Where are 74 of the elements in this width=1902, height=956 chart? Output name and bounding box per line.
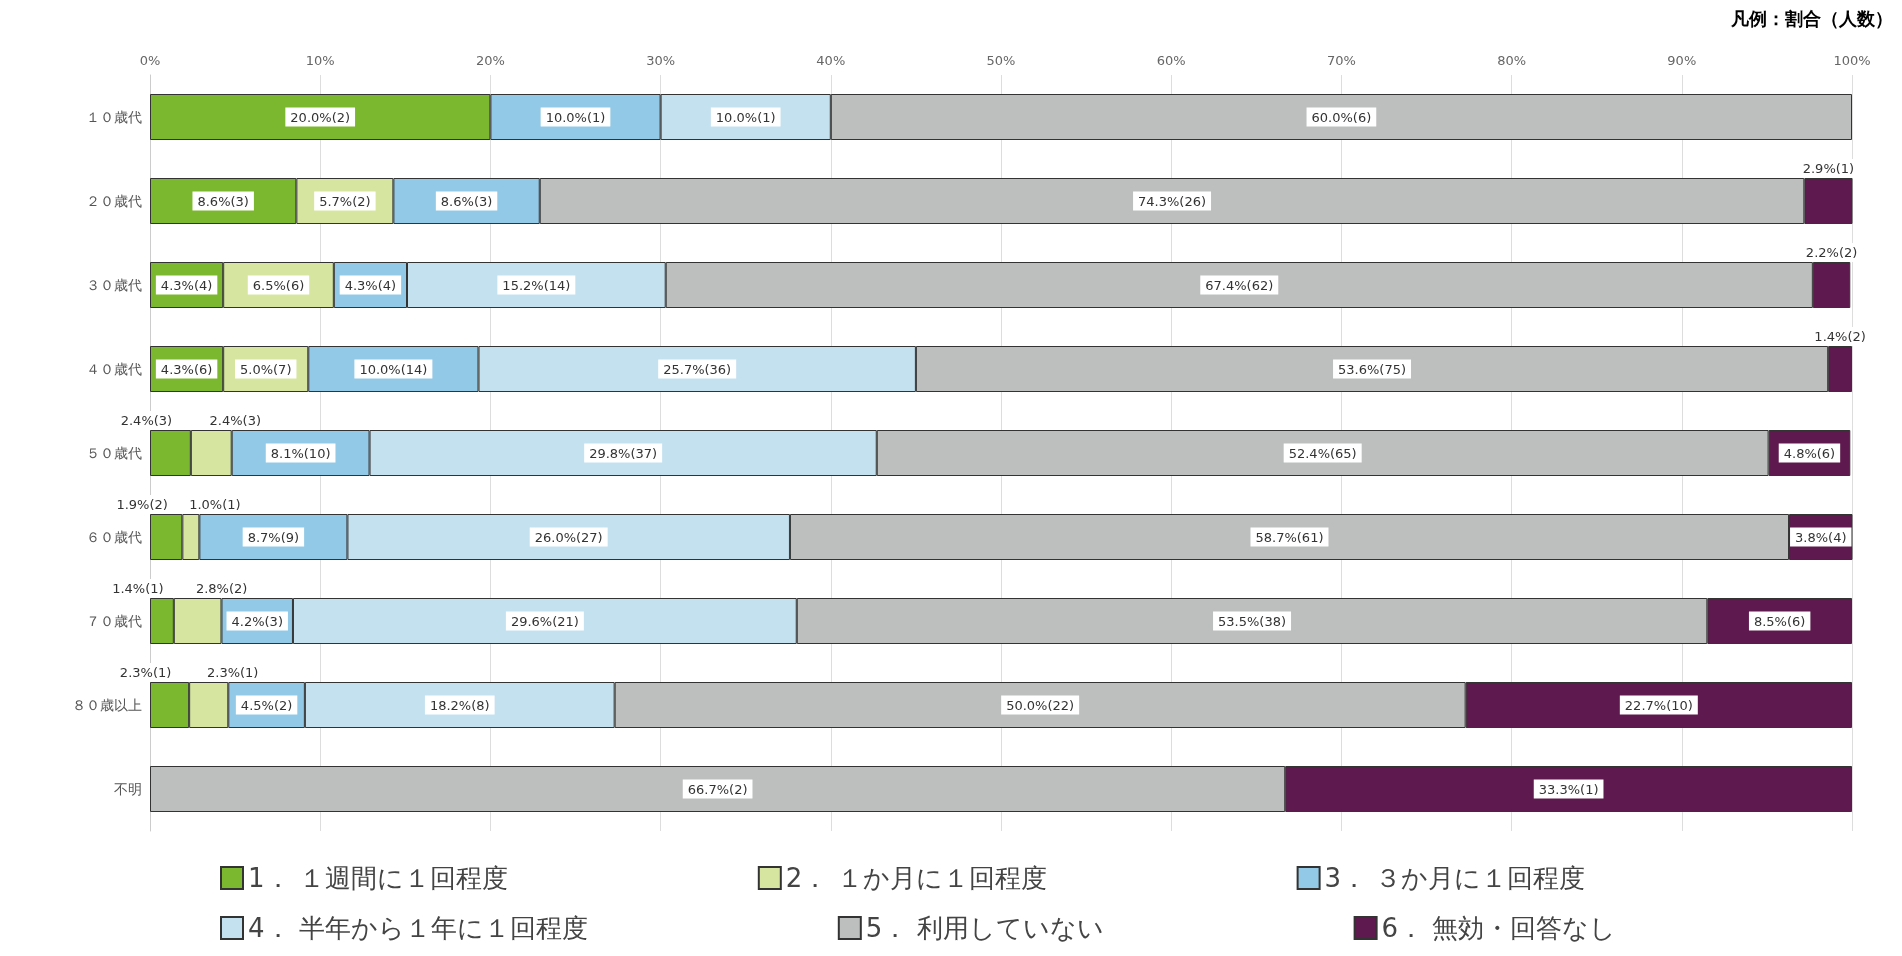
data-label: 6.5%(6): [252, 277, 305, 293]
data-label: 2.3%(1): [119, 665, 172, 680]
data-label: 1.0%(1): [189, 497, 241, 512]
y-tick-label: ５０歳代: [86, 445, 142, 461]
data-label: 53.6%(75): [1338, 361, 1407, 377]
legend-label: 6． 無効・回答なし: [1381, 913, 1617, 943]
data-label: 25.7%(36): [663, 361, 732, 377]
data-label: 53.5%(38): [1218, 613, 1287, 629]
x-tick-label: 90%: [1667, 53, 1697, 68]
data-label: 52.4%(65): [1288, 445, 1357, 461]
data-label: 29.6%(21): [510, 613, 579, 629]
data-label: 2.2%(2): [1805, 245, 1858, 260]
data-label: 10.0%(1): [545, 109, 606, 125]
data-label: 10.0%(14): [359, 361, 428, 377]
data-label: 4.8%(6): [1783, 445, 1836, 461]
x-tick-label: 30%: [646, 53, 676, 68]
data-label: 2.3%(1): [206, 665, 259, 680]
legend-label: 2． １か月に１回程度: [785, 863, 1047, 893]
data-label: 20.0%(2): [290, 109, 351, 125]
data-label: 58.7%(61): [1255, 529, 1324, 545]
y-tick-label: ８０歳以上: [72, 697, 142, 713]
legend-label: 5． 利用していない: [865, 913, 1104, 943]
data-label: 1.4%(2): [1814, 329, 1866, 344]
data-label: 5.0%(7): [240, 361, 292, 377]
legend-label: 4． 半年から１年に１回程度: [248, 913, 588, 943]
data-label: 29.8%(37): [589, 445, 658, 461]
data-label: 10.0%(1): [715, 109, 776, 125]
data-label: 8.7%(9): [247, 529, 300, 545]
x-tick-label: 40%: [816, 53, 846, 68]
data-label: 67.4%(62): [1205, 277, 1274, 293]
data-label: 2.4%(3): [209, 413, 261, 428]
y-tick-label: ２０歳代: [86, 193, 142, 209]
data-label: 8.6%(3): [197, 193, 249, 209]
data-label: 4.3%(4): [160, 277, 213, 293]
data-label: 33.3%(1): [1538, 781, 1599, 797]
data-label: 2.9%(1): [1802, 161, 1855, 176]
data-label: 60.0%(6): [1311, 109, 1372, 125]
data-label: 8.5%(6): [1753, 613, 1806, 629]
y-tick-label: ６０歳代: [86, 529, 142, 545]
x-tick-label: 80%: [1497, 53, 1527, 68]
data-label: 4.3%(4): [344, 277, 397, 293]
data-label: 50.0%(22): [1006, 697, 1075, 713]
y-tick-label: １０歳代: [86, 109, 142, 125]
data-label: 1.9%(2): [116, 497, 168, 512]
y-tick-label: ７０歳代: [86, 613, 142, 629]
data-label: 4.2%(3): [231, 613, 283, 629]
x-tick-label: 50%: [986, 53, 1016, 68]
data-label: 1.4%(1): [112, 581, 164, 596]
data-label: 5.7%(2): [319, 193, 371, 209]
x-tick-label: 20%: [475, 53, 505, 68]
data-label: 22.7%(10): [1624, 697, 1693, 713]
y-tick-label: ３０歳代: [86, 277, 142, 293]
x-tick-label: 10%: [305, 53, 335, 68]
data-label: 2.8%(2): [195, 581, 248, 596]
data-label: 2.4%(3): [120, 413, 173, 428]
x-tick-label: 60%: [1156, 53, 1186, 68]
text: 凡例：割合（人数）: [1730, 7, 1893, 29]
data-label: 66.7%(2): [687, 781, 748, 797]
data-label: 74.3%(26): [1138, 193, 1207, 209]
data-label: 3.8%(4): [1795, 529, 1847, 545]
data-label: 4.5%(2): [240, 697, 293, 713]
legend-label: 3． ３か月に１回程度: [1324, 863, 1586, 893]
data-label: 26.0%(27): [534, 529, 603, 545]
x-tick-label: 100%: [1833, 53, 1871, 68]
data-label: 8.6%(3): [440, 193, 493, 209]
y-tick-label: 不明: [114, 781, 142, 797]
data-label: 4.3%(6): [160, 361, 213, 377]
data-label: 18.2%(8): [429, 697, 490, 713]
x-tick-label: 0%: [139, 53, 161, 68]
x-tick-label: 70%: [1326, 53, 1356, 68]
legend-label: 1． １週間に１回程度: [248, 863, 508, 893]
data-label: 8.1%(10): [270, 445, 331, 461]
data-label: 15.2%(14): [502, 277, 571, 293]
y-tick-label: ４０歳代: [86, 361, 142, 377]
